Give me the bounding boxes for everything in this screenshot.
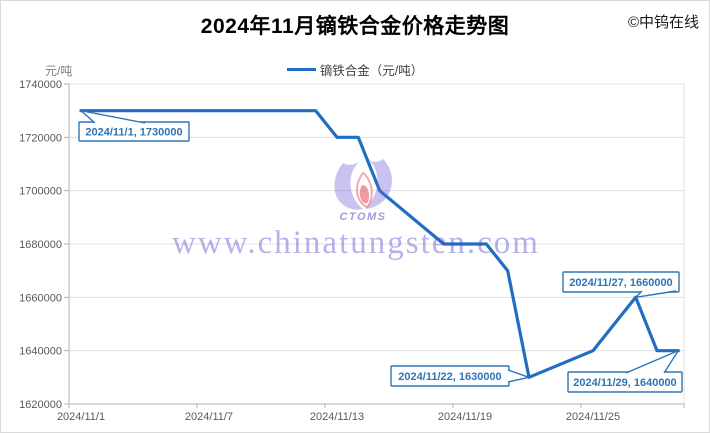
x-tick-label: 2024/11/13 xyxy=(310,411,364,423)
x-tick-label: 2024/11/1 xyxy=(57,411,105,423)
copyright-label: ©中钨在线 xyxy=(627,14,699,31)
annotation-box xyxy=(562,271,680,293)
y-tick-label: 1680000 xyxy=(19,239,62,251)
annotation-pointer-edge xyxy=(80,109,146,124)
annotation-pointer-edge xyxy=(80,110,96,124)
annotation-pointer-edge xyxy=(625,350,679,374)
annotation-pointer-edge xyxy=(663,350,679,374)
y-tick-label: 1740000 xyxy=(19,79,62,91)
price-line xyxy=(79,109,680,379)
x-tick-label: 2024/11/19 xyxy=(438,411,492,423)
x-tick-label: 2024/11/7 xyxy=(185,411,233,423)
annotation-box xyxy=(567,371,683,393)
annotation-pointer-edge xyxy=(635,290,643,298)
legend-label: 镝铁合金（元/吨） xyxy=(319,63,424,78)
y-tick-label: 1660000 xyxy=(19,292,62,304)
annotation-label: 2024/11/27, 1660000 xyxy=(569,277,672,289)
chart-title: 2024年11月镝铁合金价格走势图 xyxy=(200,15,510,38)
y-tick-label: 1720000 xyxy=(19,132,62,144)
y-tick-label: 1700000 xyxy=(19,186,62,198)
annotation-pointer-edge xyxy=(507,369,530,378)
annotation-label: 2024/11/1, 1730000 xyxy=(85,127,182,139)
legend: 镝铁合金（元/吨） xyxy=(1,61,709,78)
annotation-label: 2024/11/29, 1640000 xyxy=(573,377,676,389)
annotation-pointer-edge xyxy=(507,376,530,383)
annotation-pointer xyxy=(508,370,529,382)
annotation-pointer-edge xyxy=(635,290,677,299)
y-axis-unit-label: 元/吨 xyxy=(45,64,73,78)
y-tick-label: 1640000 xyxy=(19,346,62,358)
x-tick-label: 2024/11/25 xyxy=(566,411,620,423)
annotation-label: 2024/11/22, 1630000 xyxy=(398,371,501,383)
legend-line-swatch xyxy=(286,67,316,71)
y-tick-label: 1620000 xyxy=(19,399,62,411)
